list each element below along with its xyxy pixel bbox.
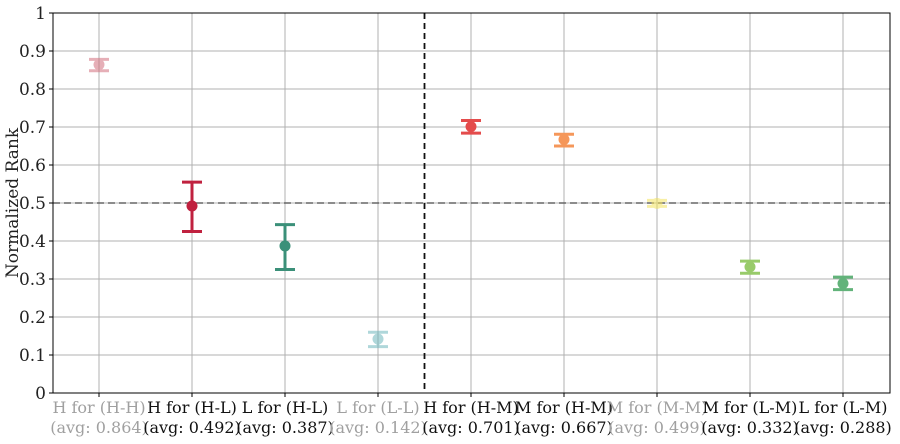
x-tick-avg-label: (avg: 0.667): [515, 418, 613, 437]
x-tick-label: H for (H-M): [423, 398, 519, 417]
x-tick-label: H for (H-L): [147, 398, 237, 417]
y-tick-label: 0: [35, 384, 46, 404]
x-tick-label: L for (L-M): [799, 398, 888, 417]
errorbar-series-mark: [833, 275, 853, 292]
mean-point: [651, 197, 663, 209]
y-tick-label: 0.8: [19, 80, 46, 100]
x-tick-label: L for (L-L): [336, 398, 419, 417]
errorbar-series-mark: [368, 330, 388, 349]
reference-lines: [53, 13, 890, 393]
mean-point: [837, 278, 849, 290]
mean-point: [558, 134, 570, 146]
y-axis-label: Normalized Rank: [3, 127, 23, 278]
mean-point: [93, 59, 105, 71]
y-tick-label: 0.7: [19, 118, 46, 138]
y-tick-labels: 0 0.1 0.2 0.3 0.4 0.5 0.6 0.7 0.8 0.9 1: [19, 4, 53, 404]
x-tick-label: M for (M-M): [607, 398, 707, 417]
y-tick-label: 1: [35, 4, 46, 24]
mean-point: [372, 333, 384, 345]
errorbar-series-mark: [554, 132, 574, 148]
errorbar-series-mark: [647, 197, 667, 209]
x-tick-avg-label: (avg: 0.499): [608, 418, 706, 437]
mean-point: [186, 200, 198, 212]
x-tick-avg-label: (avg: 0.142): [329, 418, 427, 437]
errorbar-series-mark: [740, 259, 760, 275]
y-tick-label: 0.3: [19, 270, 46, 290]
x-tick-labels: H for (H-H)(avg: 0.864)H for (H-L)(avg: …: [50, 393, 892, 437]
errorbar-series-mark: [89, 57, 109, 73]
mean-point: [279, 240, 291, 252]
y-tick-label: 0.4: [19, 232, 46, 252]
y-tick-label: 0.5: [19, 194, 46, 214]
mean-point: [744, 261, 756, 273]
x-tick-label: M for (H-M): [515, 398, 613, 417]
x-tick-label: H for (H-H): [52, 398, 145, 417]
x-tick-avg-label: (avg: 0.701): [422, 418, 520, 437]
data-marks: [89, 57, 853, 349]
x-tick-avg-label: (avg: 0.492): [143, 418, 241, 437]
x-tick-label: L for (H-L): [242, 398, 328, 417]
y-tick-label: 0.2: [19, 308, 46, 328]
x-tick-avg-label: (avg: 0.332): [701, 418, 799, 437]
y-tick-label: 0.1: [19, 346, 46, 366]
x-tick-avg-label: (avg: 0.387): [236, 418, 334, 437]
errorbar-series-mark: [182, 180, 202, 233]
x-tick-label: M for (L-M): [703, 398, 798, 417]
y-tick-label: 0.9: [19, 42, 46, 62]
errorbar-series-mark: [461, 119, 481, 135]
x-tick-avg-label: (avg: 0.288): [794, 418, 892, 437]
y-tick-label: 0.6: [19, 156, 46, 176]
mean-point: [465, 121, 477, 133]
errorbar-series-mark: [275, 223, 295, 271]
x-tick-avg-label: (avg: 0.864): [50, 418, 148, 437]
